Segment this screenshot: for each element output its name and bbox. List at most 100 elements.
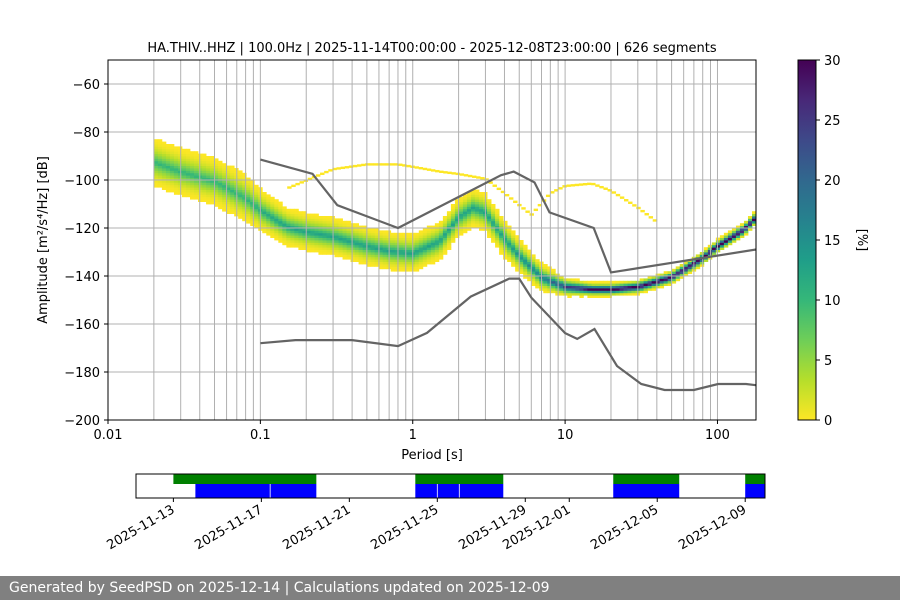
y-tick-label: −180	[64, 366, 100, 381]
heatmap-cell	[611, 290, 616, 294]
heatmap-cell	[567, 278, 572, 282]
heatmap-cell	[282, 218, 287, 222]
heatmap-cell	[274, 213, 279, 217]
heatmap-cell	[627, 290, 632, 294]
heatmap-cell	[250, 196, 255, 200]
heatmap-cell	[250, 220, 255, 224]
heatmap-cell	[579, 288, 584, 291]
heatmap-cell	[450, 206, 456, 210]
heatmap-cell	[751, 220, 757, 224]
heatmap-cell	[374, 254, 380, 258]
heatmap-cell	[157, 144, 163, 147]
heatmap-cell	[173, 148, 179, 152]
heatmap-cell	[310, 223, 315, 226]
heatmap-cell	[446, 237, 452, 241]
heatmap-cell	[479, 211, 484, 214]
heatmap-cell	[731, 235, 737, 238]
heatmap-cell	[157, 175, 163, 178]
heatmap-cell	[322, 230, 327, 234]
heatmap-cell	[226, 189, 231, 193]
heatmap-cell	[491, 235, 496, 238]
heatmap-cell	[470, 218, 476, 222]
heatmap-cell	[402, 268, 408, 272]
heatmap-cell	[414, 242, 420, 246]
heatmap-cell	[185, 158, 191, 162]
heatmap-cell	[326, 216, 331, 219]
heatmap-cell	[495, 211, 500, 214]
heatmap-cell	[226, 211, 231, 214]
heatmap-cell	[374, 232, 380, 236]
heatmap-cell	[511, 244, 516, 248]
heatmap-cell	[157, 153, 163, 157]
heatmap-cell	[334, 240, 339, 243]
heatmap-cell	[370, 261, 376, 265]
heatmap-cell	[206, 194, 211, 198]
heatmap-cell	[402, 232, 408, 236]
heatmap-cell	[290, 244, 295, 248]
heatmap-outlier-cell	[566, 184, 571, 187]
heatmap-cell	[370, 256, 376, 260]
heatmap-cell	[382, 247, 388, 250]
heatmap-cell	[326, 249, 331, 253]
heatmap-cell	[242, 218, 247, 222]
heatmap-cell	[366, 264, 372, 267]
heatmap-outlier-cell	[336, 167, 341, 170]
heatmap-cell	[266, 223, 271, 226]
heatmap-cell	[378, 244, 384, 248]
heatmap-cell	[206, 177, 211, 181]
heatmap-cell	[214, 160, 219, 164]
heatmap-cell	[543, 268, 548, 272]
heatmap-cell	[579, 295, 584, 298]
heatmap-cell	[519, 268, 524, 272]
heatmap-cell	[218, 199, 223, 202]
heatmap-cell	[503, 225, 508, 229]
heatmap-cell	[727, 235, 733, 238]
heatmap-cell	[165, 151, 171, 154]
date-tick-label: 2025-11-17	[192, 502, 265, 553]
heatmap-cell	[507, 249, 512, 253]
heatmap-outlier-cell	[463, 174, 469, 177]
heatmap-cell	[302, 242, 307, 246]
heatmap-cell	[262, 192, 267, 195]
heatmap-cell	[535, 273, 540, 277]
heatmap-cell	[575, 292, 580, 296]
heatmap-cell	[358, 252, 363, 255]
heatmap-cell	[535, 266, 540, 270]
heatmap-cell	[318, 220, 323, 224]
heatmap-cell	[422, 237, 428, 241]
heatmap-cell	[454, 218, 460, 222]
heatmap-outlier-cell	[628, 201, 633, 204]
heatmap-cell	[523, 252, 528, 255]
heatmap-cell	[274, 237, 279, 241]
heatmap-outlier-cell	[406, 164, 411, 168]
heatmap-cell	[270, 235, 275, 238]
heatmap-cell	[699, 252, 705, 255]
heatmap-cell	[294, 211, 299, 214]
heatmap-cell	[302, 240, 307, 243]
heatmap-cell	[398, 268, 404, 272]
heatmap-cell	[266, 206, 271, 210]
heatmap-cell	[479, 216, 484, 219]
heatmap-cell	[310, 218, 315, 222]
heatmap-cell	[462, 218, 468, 222]
heatmap-cell	[430, 230, 436, 234]
heatmap-cell	[242, 189, 247, 193]
heatmap-cell	[422, 261, 428, 265]
heatmap-cell	[318, 232, 323, 236]
heatmap-cell	[230, 206, 235, 210]
heatmap-cell	[627, 283, 632, 286]
heatmap-cell	[655, 283, 661, 286]
heatmap-cell	[507, 235, 512, 238]
heatmap-cell	[185, 153, 191, 157]
heatmap-cell	[422, 259, 428, 262]
heatmap-cell	[194, 160, 199, 164]
heatmap-cell	[390, 244, 396, 248]
heatmap-cell	[402, 252, 408, 255]
heatmap-cell	[322, 232, 327, 236]
psd-figure: HA.THIV..HHZ | 100.0Hz | 2025-11-14T00:0…	[36, 41, 869, 553]
heatmap-cell	[246, 199, 251, 202]
heatmap-cell	[190, 184, 195, 188]
heatmap-cell	[190, 170, 195, 174]
heatmap-cell	[314, 247, 319, 250]
heatmap-outlier-cell	[332, 167, 337, 171]
